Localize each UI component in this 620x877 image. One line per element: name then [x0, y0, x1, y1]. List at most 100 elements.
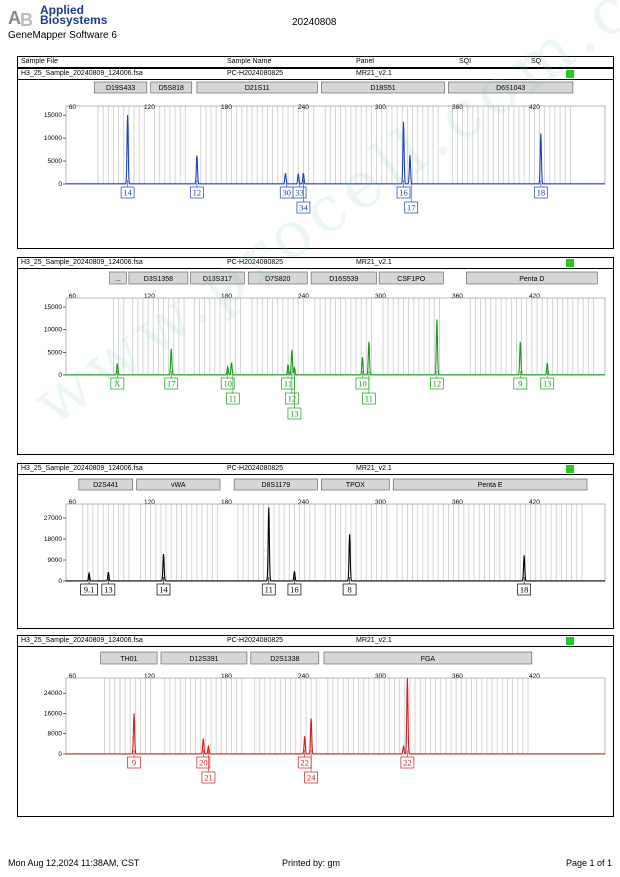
locus-header[interactable]: D7S820 — [247, 271, 308, 285]
locus-header[interactable]: D18S51 — [321, 81, 445, 94]
allele-call[interactable]: 33 — [292, 180, 307, 199]
electropherogram-green: ... D3S1358 D13S317 D7S820 D16S539 CSF1PO Pent… — [44, 271, 606, 420]
allele-call[interactable]: 20 — [196, 750, 211, 769]
locus-header[interactable]: vWA — [136, 478, 221, 491]
allele-label: 9 — [132, 758, 136, 768]
allele-call[interactable]: 12 — [430, 371, 444, 390]
allele-call[interactable]: 13 — [101, 577, 116, 596]
allele-label: 33 — [295, 188, 304, 198]
quality-status-flag — [566, 259, 574, 267]
allele-label: 34 — [299, 203, 308, 213]
locus-header[interactable]: D12S391 — [160, 651, 248, 665]
locus-header[interactable]: D3S1358 — [128, 271, 189, 285]
allele-call[interactable]: 21 — [201, 750, 216, 784]
sample-name: PC-H2024080825 — [227, 70, 284, 77]
sample-name: PC-H2024080825 — [227, 637, 284, 644]
locus-header[interactable]: CSF1PO — [378, 271, 444, 285]
locus-header[interactable]: D19S433 — [93, 81, 148, 94]
locus-header[interactable]: FGA — [323, 651, 533, 665]
allele-label: 16 — [399, 188, 408, 198]
panel-name: MR21_v2.1 — [356, 70, 392, 77]
locus-header[interactable]: D2S1338 — [250, 651, 320, 665]
locus-header[interactable]: D13S317 — [190, 271, 245, 285]
locus-label: TH01 — [120, 656, 137, 663]
allele-call[interactable]: 8 — [342, 577, 357, 596]
allele-call[interactable]: 9 — [513, 371, 528, 390]
allele-call[interactable]: 22 — [400, 750, 415, 769]
allele-label: 13 — [543, 379, 552, 389]
brand-line-2: Biosystems — [40, 13, 108, 27]
electropherogram-black: D2S441 vWA D8S1179 TPOX Penta E60 120 180 240 30… — [44, 478, 606, 596]
allele-call[interactable]: 18 — [533, 180, 548, 199]
col-sqi: SQI — [459, 58, 472, 65]
y-tick-label: 24000 — [44, 690, 62, 697]
allele-call[interactable]: X — [110, 371, 125, 390]
locus-label: D12S391 — [189, 656, 218, 663]
y-tick-label: 10000 — [44, 135, 62, 142]
allele-call[interactable]: 14 — [156, 577, 171, 596]
allele-label: 16 — [290, 585, 299, 595]
locus-header[interactable]: D16S539 — [310, 271, 377, 285]
allele-call[interactable]: 18 — [517, 577, 531, 596]
allele-label: 17 — [407, 203, 416, 213]
x-tick-label: 60 — [69, 104, 77, 111]
x-tick-label: 300 — [375, 499, 386, 506]
allele-call[interactable]: 10 — [220, 371, 235, 390]
y-tick-label: 8000 — [48, 731, 63, 738]
locus-header[interactable]: D8S1179 — [233, 478, 318, 491]
allele-label: 9.1 — [84, 585, 95, 595]
x-tick-label: 240 — [298, 293, 309, 300]
brand-line-1: Applied — [40, 3, 84, 17]
x-tick-label: 180 — [221, 293, 232, 300]
panel-info-row: H3_25_Sample_20240809_124006.fsa PC-H2024… — [18, 636, 613, 647]
col-sample-file: Sample File — [21, 58, 58, 65]
locus-header[interactable]: D2S441 — [78, 478, 134, 491]
allele-call[interactable]: 17 — [164, 371, 179, 390]
allele-call[interactable]: 16 — [396, 180, 411, 199]
allele-call[interactable]: 13 — [287, 371, 302, 420]
allele-call[interactable]: 34 — [296, 180, 311, 214]
allele-call[interactable]: 14 — [120, 180, 135, 199]
allele-label: 11 — [284, 379, 292, 389]
locus-label: D18S51 — [370, 85, 395, 92]
panel-info-row: H3_25_Sample_20240809_124006.fsa PC-H2024… — [18, 258, 613, 269]
quality-status-flag — [566, 70, 574, 78]
allele-call[interactable]: 16 — [287, 577, 302, 596]
locus-header[interactable]: D5S818 — [150, 81, 193, 94]
x-tick-label: 300 — [375, 673, 386, 680]
allele-label: 30 — [282, 188, 291, 198]
allele-call[interactable]: 11 — [225, 371, 240, 405]
locus-header[interactable]: D21S11 — [196, 81, 318, 94]
locus-header[interactable]: ... — [109, 271, 127, 285]
x-tick-label: 120 — [144, 293, 155, 300]
sample-panel-blue: H3_25_Sample_20240809_124006.fsa PC-H2024… — [17, 68, 614, 249]
allele-label: 22 — [300, 758, 309, 768]
allele-call[interactable]: 24 — [304, 750, 318, 784]
allele-label: 12 — [288, 394, 297, 404]
sample-panel-black: H3_25_Sample_20240809_124006.fsa PC-H2024… — [17, 463, 614, 629]
locus-label: D3S1358 — [144, 276, 173, 283]
allele-call[interactable]: 9 — [127, 750, 141, 769]
allele-call[interactable]: 11 — [281, 371, 295, 390]
locus-header[interactable]: TPOX — [321, 478, 390, 491]
allele-call[interactable]: 17 — [404, 180, 419, 214]
allele-call[interactable]: 11 — [261, 577, 276, 596]
x-tick-label: 360 — [452, 293, 463, 300]
allele-call[interactable]: 12 — [190, 180, 204, 199]
locus-label: CSF1PO — [397, 276, 426, 283]
allele-call[interactable]: 13 — [540, 371, 555, 390]
allele-call[interactable]: 30 — [279, 180, 294, 199]
allele-call[interactable]: 12 — [285, 371, 299, 405]
locus-header[interactable]: Penta D — [466, 271, 598, 285]
locus-header[interactable]: D6S1043 — [448, 81, 574, 94]
allele-label: 18 — [537, 188, 546, 198]
locus-label: vWA — [171, 482, 186, 489]
allele-label: 20 — [199, 758, 208, 768]
allele-call[interactable]: 9.1 — [80, 577, 98, 596]
allele-call[interactable]: 11 — [362, 371, 376, 405]
locus-header[interactable]: TH01 — [100, 651, 158, 665]
locus-label: TPOX — [346, 482, 365, 489]
locus-label: D13S317 — [203, 276, 232, 283]
locus-header[interactable]: Penta E — [392, 478, 588, 491]
